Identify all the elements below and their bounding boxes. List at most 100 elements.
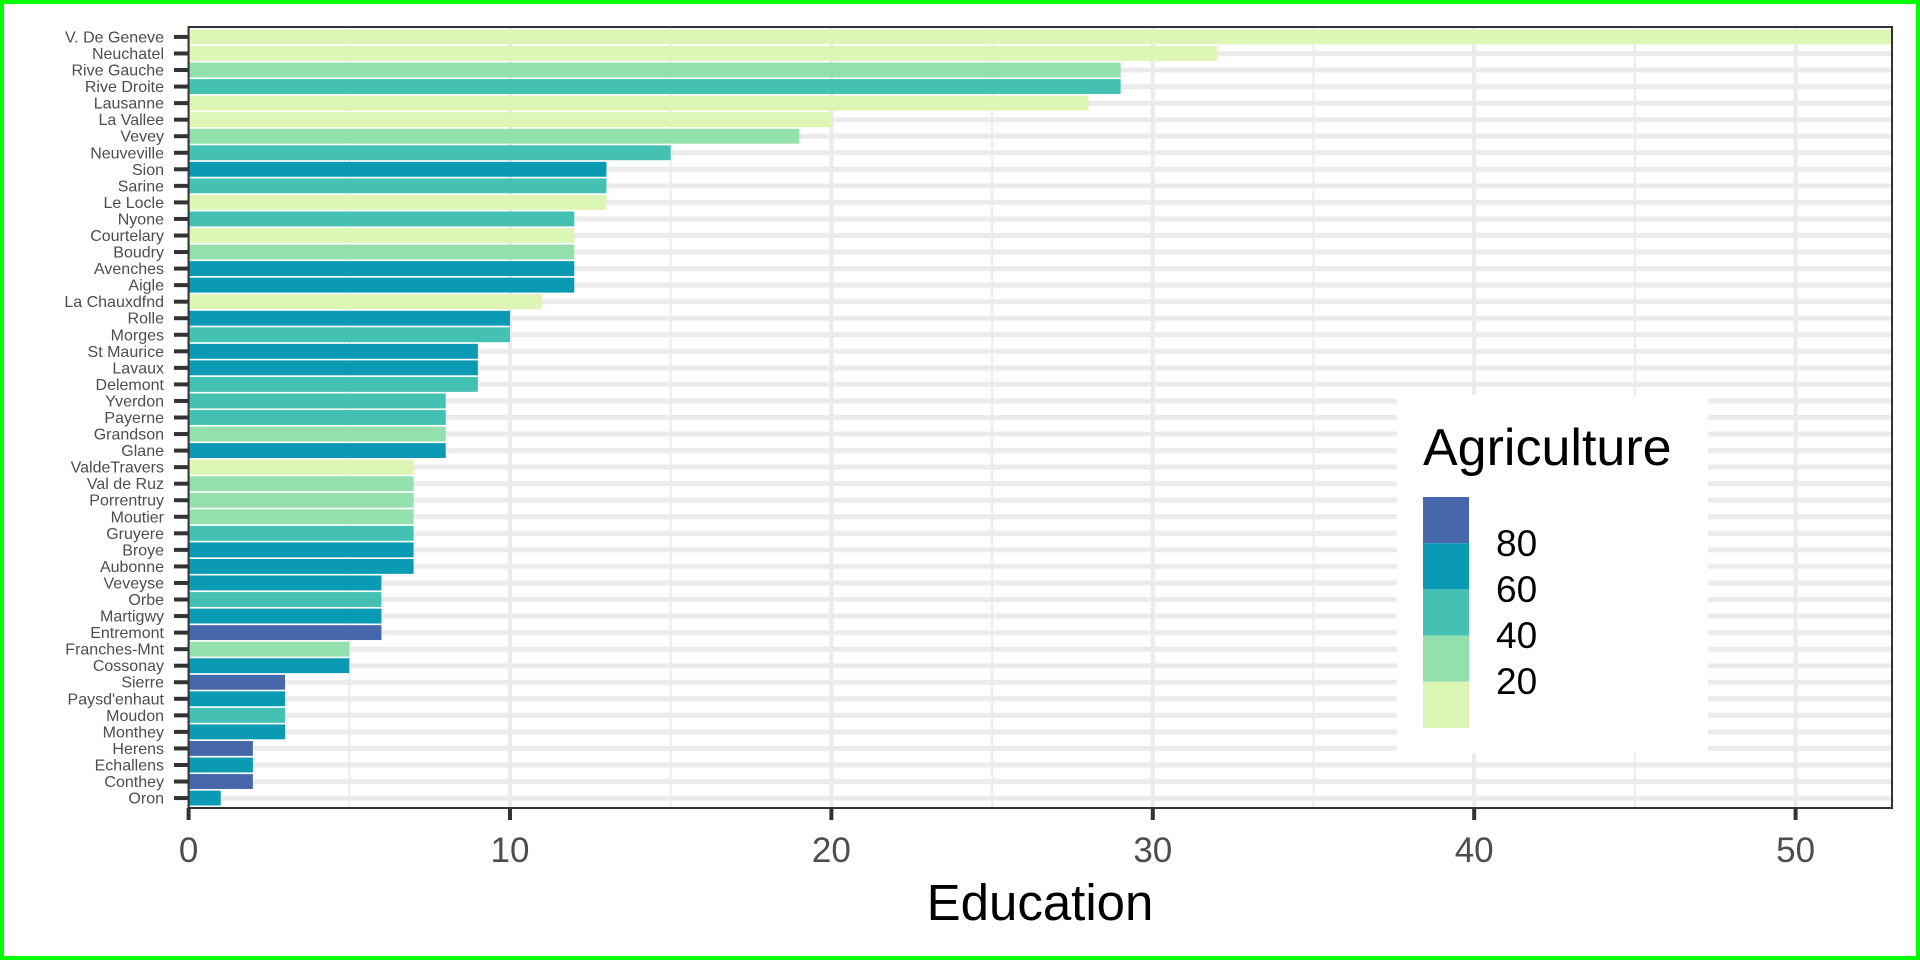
y-tick-label: Sion — [132, 162, 164, 179]
y-tick-label: Lausanne — [94, 96, 164, 113]
y-tick-label: Neuchatel — [92, 46, 164, 63]
legend: Agriculture 80 60 40 20 — [1397, 395, 1708, 753]
bar — [188, 310, 510, 326]
y-tick-label: Courtelary — [90, 228, 164, 245]
bar — [188, 29, 1893, 45]
legend-key — [1423, 589, 1469, 636]
legend-key — [1423, 635, 1469, 682]
y-tick-label: La Vallee — [98, 112, 164, 129]
y-tick-label: Franches-Mnt — [65, 642, 164, 659]
y-tick-label: Broye — [122, 542, 164, 559]
y-tick-label: Martigwy — [100, 609, 164, 626]
y-tick-label: Entremont — [90, 625, 164, 642]
bar — [188, 161, 607, 177]
x-tick-label: 20 — [812, 831, 851, 870]
bar — [188, 790, 221, 806]
bar — [188, 128, 800, 144]
y-tick-label: Payerne — [104, 410, 164, 427]
bar — [188, 343, 478, 359]
bar — [188, 658, 350, 674]
bar — [188, 542, 414, 558]
y-tick-label: Veveyse — [104, 575, 165, 592]
bar — [188, 625, 382, 641]
bar — [188, 724, 286, 740]
bar — [188, 410, 446, 425]
x-axis-title: Education — [927, 874, 1154, 931]
y-tick-label: Boudry — [113, 245, 164, 262]
y-tick-label: Vevey — [120, 129, 164, 146]
y-tick-label: Rolle — [128, 311, 165, 328]
bar — [188, 641, 350, 657]
y-tick-label: Gruyere — [106, 526, 164, 543]
y-tick-label: V. De Geneve — [65, 29, 164, 46]
y-tick-label: Aubonne — [100, 559, 164, 576]
bar — [188, 244, 575, 260]
y-tick-label: Grandson — [94, 427, 164, 444]
y-tick-label: Sarine — [118, 178, 164, 195]
y-tick-label: Orbe — [128, 592, 164, 609]
y-tick-label: Sierre — [121, 675, 164, 692]
legend-label: 80 — [1496, 523, 1537, 564]
y-tick-label: Moudon — [106, 708, 164, 725]
bar — [188, 62, 1121, 78]
bar — [188, 558, 414, 574]
bar — [188, 360, 478, 376]
bar — [188, 46, 1218, 61]
y-tick-label: Val de Ruz — [87, 476, 164, 493]
bar — [188, 294, 543, 310]
y-tick-label: Conthey — [104, 774, 164, 791]
bar — [188, 608, 382, 624]
y-tick-label: Herens — [112, 741, 164, 758]
legend-label: 40 — [1496, 615, 1537, 656]
y-tick-label: Moutier — [111, 509, 165, 526]
bar — [188, 393, 446, 409]
bar — [188, 740, 253, 756]
y-tick-label: Neuveville — [90, 145, 164, 162]
y-tick-label: Lavaux — [112, 360, 164, 377]
bar — [188, 426, 446, 442]
x-tick-label: 30 — [1133, 831, 1172, 870]
x-tick-label: 10 — [491, 831, 530, 870]
bar — [188, 376, 478, 392]
bar — [188, 575, 382, 591]
y-tick-label: Delemont — [96, 377, 165, 394]
y-tick-label: Avenches — [94, 261, 164, 278]
y-tick-label: Porrentruy — [89, 493, 164, 510]
bar — [188, 674, 286, 690]
bar — [188, 277, 575, 293]
y-tick-label: Aigle — [128, 278, 164, 295]
bar — [188, 178, 607, 194]
legend-label: 20 — [1496, 661, 1537, 702]
bar — [188, 459, 414, 475]
bar — [188, 757, 253, 773]
legend-key — [1423, 497, 1469, 544]
legend-title: Agriculture — [1423, 419, 1672, 477]
y-tick-label: Echallens — [95, 757, 164, 774]
bar — [188, 194, 607, 210]
y-tick-label: Rive Droite — [85, 79, 164, 96]
y-tick-label: Cossonay — [93, 658, 164, 675]
y-tick-label: St Maurice — [88, 344, 165, 361]
legend-label: 60 — [1496, 569, 1537, 610]
bar — [188, 492, 414, 508]
y-tick-label: ValdeTravers — [71, 460, 164, 477]
bars — [188, 29, 1893, 806]
legend-key — [1423, 543, 1469, 590]
bar — [188, 79, 1121, 95]
y-tick-label: La Chauxdfnd — [64, 294, 164, 311]
y-tick-label: Morges — [111, 327, 164, 344]
bar — [188, 707, 286, 723]
y-tick-label: Rive Gauche — [72, 63, 165, 80]
y-tick-label: Glane — [121, 443, 164, 460]
bar — [188, 509, 414, 525]
y-tick-label: Le Locle — [104, 195, 165, 212]
bar — [188, 525, 414, 541]
bar — [188, 145, 671, 161]
y-tick-label: Oron — [128, 791, 164, 808]
bar — [188, 261, 575, 277]
bar — [188, 476, 414, 492]
y-tick-label: Nyone — [118, 211, 164, 228]
